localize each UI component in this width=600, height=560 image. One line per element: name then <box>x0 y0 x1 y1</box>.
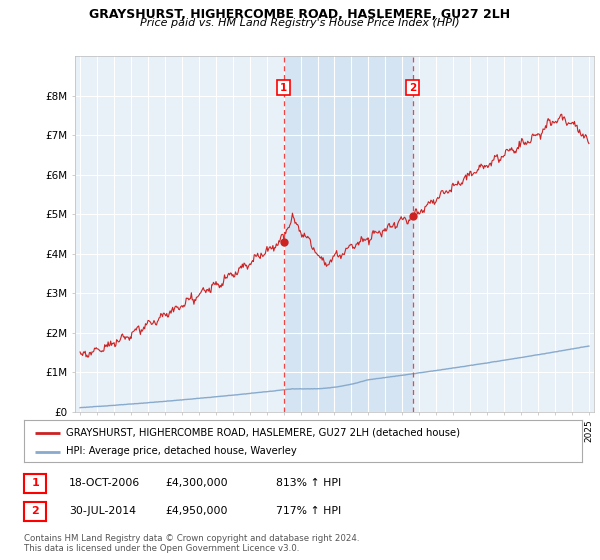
Text: £4,300,000: £4,300,000 <box>165 478 227 488</box>
Text: 813% ↑ HPI: 813% ↑ HPI <box>276 478 341 488</box>
Text: Price paid vs. HM Land Registry's House Price Index (HPI): Price paid vs. HM Land Registry's House … <box>140 18 460 29</box>
Text: Contains HM Land Registry data © Crown copyright and database right 2024.
This d: Contains HM Land Registry data © Crown c… <box>24 534 359 553</box>
Text: 2: 2 <box>31 506 39 516</box>
Text: 30-JUL-2014: 30-JUL-2014 <box>69 506 136 516</box>
Text: 717% ↑ HPI: 717% ↑ HPI <box>276 506 341 516</box>
Text: 1: 1 <box>31 478 39 488</box>
Text: 2: 2 <box>409 83 416 92</box>
Text: £4,950,000: £4,950,000 <box>165 506 227 516</box>
Text: GRAYSHURST, HIGHERCOMBE ROAD, HASLEMERE, GU27 2LH: GRAYSHURST, HIGHERCOMBE ROAD, HASLEMERE,… <box>89 8 511 21</box>
Text: GRAYSHURST, HIGHERCOMBE ROAD, HASLEMERE, GU27 2LH (detached house): GRAYSHURST, HIGHERCOMBE ROAD, HASLEMERE,… <box>66 428 460 437</box>
Text: 18-OCT-2006: 18-OCT-2006 <box>69 478 140 488</box>
Bar <box>284 56 413 412</box>
Text: HPI: Average price, detached house, Waverley: HPI: Average price, detached house, Wave… <box>66 446 296 456</box>
Text: 1: 1 <box>280 83 287 92</box>
